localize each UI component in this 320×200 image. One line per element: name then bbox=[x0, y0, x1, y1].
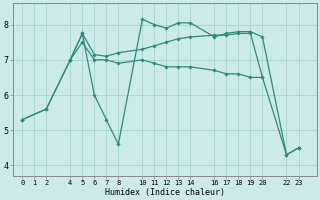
X-axis label: Humidex (Indice chaleur): Humidex (Indice chaleur) bbox=[105, 188, 225, 197]
